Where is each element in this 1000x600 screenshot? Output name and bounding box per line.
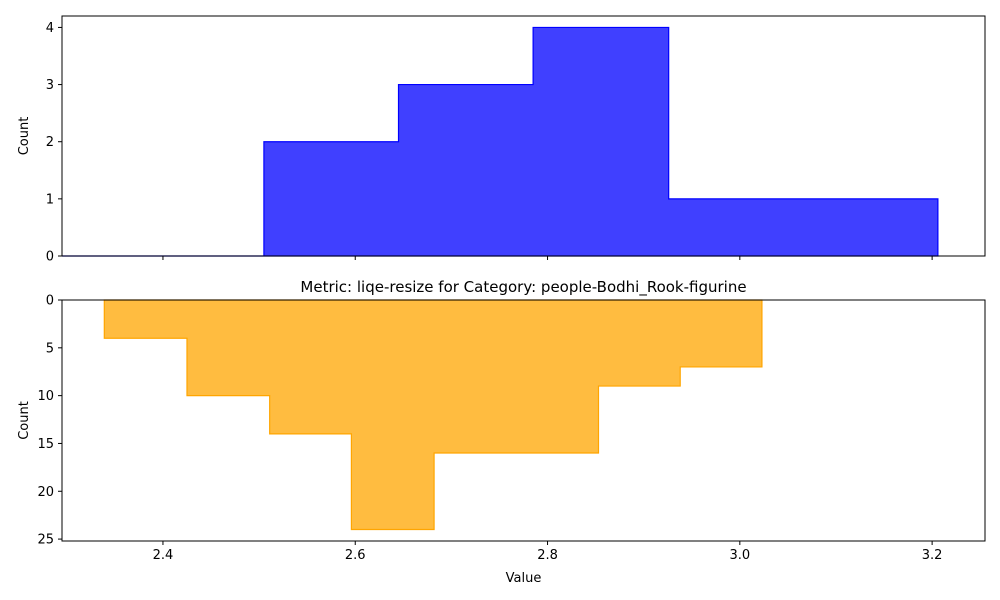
bottom-x-tick-label: 3.2 xyxy=(922,548,943,563)
bottom-y-tick-label: 10 xyxy=(37,389,54,404)
top-y-tick-label: 1 xyxy=(46,192,54,207)
top-y-tick-label: 2 xyxy=(46,135,54,150)
bottom-x-axis-label: Value xyxy=(506,571,542,586)
top-y-tick-label: 0 xyxy=(46,250,54,265)
bottom-y-tick-label: 20 xyxy=(37,485,54,500)
top-histogram-area xyxy=(62,26,939,257)
bottom-x-tick-label: 2.4 xyxy=(153,548,174,563)
bottom-chart-title: Metric: liqe-resize for Category: people… xyxy=(300,278,746,297)
bottom-x-tick-label: 3.0 xyxy=(729,548,750,563)
top-y-tick-label: 3 xyxy=(46,78,54,93)
bottom-y-tick-label: 15 xyxy=(37,437,54,452)
top-axes-frame xyxy=(61,15,986,257)
bottom-x-tick-label: 2.8 xyxy=(537,548,558,563)
bottom-axes-frame xyxy=(61,299,986,542)
bottom-y-axis-label: Count xyxy=(17,401,32,440)
bottom-y-tick-label: 0 xyxy=(46,294,54,309)
bottom-histogram-area xyxy=(103,299,763,531)
bottom-y-tick-label: 5 xyxy=(46,341,54,356)
bottom-y-tick-label: 25 xyxy=(37,533,54,548)
bottom-x-tick-label: 2.6 xyxy=(345,548,366,563)
top-y-axis-label: Count xyxy=(17,117,32,156)
bottom-histogram: 2.4 2.6 2.8 3.0 3.2 0 5 10 15 20 25 Count Value Metri… xyxy=(17,278,986,586)
top-y-tick-label: 4 xyxy=(46,21,54,36)
top-histogram: 0 1 2 3 4 Count xyxy=(17,15,986,265)
